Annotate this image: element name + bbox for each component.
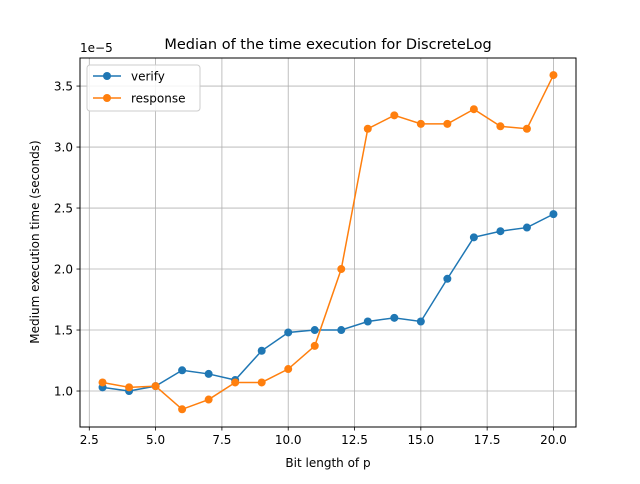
data-point-verify [496,227,505,236]
data-point-verify [310,326,319,335]
x-tick-label: 10.0 [275,433,302,447]
data-point-response [231,378,240,387]
y-tick-label: 3.0 [54,140,73,154]
data-point-response [363,124,372,133]
data-point-response [178,405,187,414]
y-tick-label: 2.5 [54,201,73,215]
plot-frame [79,57,577,428]
legend-marker-verify [103,72,111,80]
data-point-response [390,111,399,120]
y-tick-label: 1.0 [54,384,73,398]
data-point-verify [363,317,372,326]
data-point-response [284,365,293,374]
data-point-verify [469,233,478,242]
data-point-response [337,265,346,274]
data-point-response [98,378,107,387]
data-series [98,71,558,414]
data-point-response [204,395,213,404]
x-tick-label: 5.0 [146,433,165,447]
data-point-verify [416,317,425,326]
legend-marker-response [103,94,111,102]
data-point-verify [178,366,187,375]
y-tick-label: 3.5 [54,79,73,93]
y-tick-label: 2.0 [54,262,73,276]
y-axis-label: Medium execution time (seconds) [28,140,42,343]
data-point-response [151,382,160,391]
data-point-response [257,378,266,387]
x-tick-label: 20.0 [540,433,567,447]
x-tick-label: 17.5 [474,433,501,447]
x-tick-label: 12.5 [341,433,368,447]
y-tick-label: 1.5 [54,323,73,337]
x-tick-label: 15.0 [407,433,434,447]
x-tick-label: 7.5 [212,433,231,447]
data-point-verify [443,274,452,283]
data-point-response [549,71,558,80]
data-point-response [416,119,425,128]
legend: verify response [86,64,201,112]
data-point-response [496,122,505,131]
x-axis-ticks: 2.5 5.0 7.5 10.0 12.5 15.0 17.5 20.0 [80,427,567,447]
y-axis-offset-label: 1e−5 [80,41,113,55]
y-axis-ticks: 1.0 1.5 2.0 2.5 3.0 3.5 [54,79,80,398]
data-point-response [522,124,531,133]
data-point-verify [204,369,213,378]
data-point-response [310,341,319,350]
x-axis-label: Bit length of p [285,456,370,470]
series-line-verify [102,213,554,392]
data-point-verify [284,328,293,337]
data-point-response [443,119,452,128]
data-point-response [125,383,134,392]
legend-label-response: response [131,92,186,106]
data-point-verify [337,326,346,335]
data-point-verify [522,223,531,232]
data-point-verify [549,210,558,219]
x-tick-label: 2.5 [80,433,99,447]
data-point-verify [257,346,266,355]
data-point-response [469,105,478,114]
series-line-response [102,74,555,411]
data-point-verify [390,313,399,322]
chart-title: Median of the time execution for Discret… [164,37,491,53]
legend-label-verify: verify [131,70,165,84]
